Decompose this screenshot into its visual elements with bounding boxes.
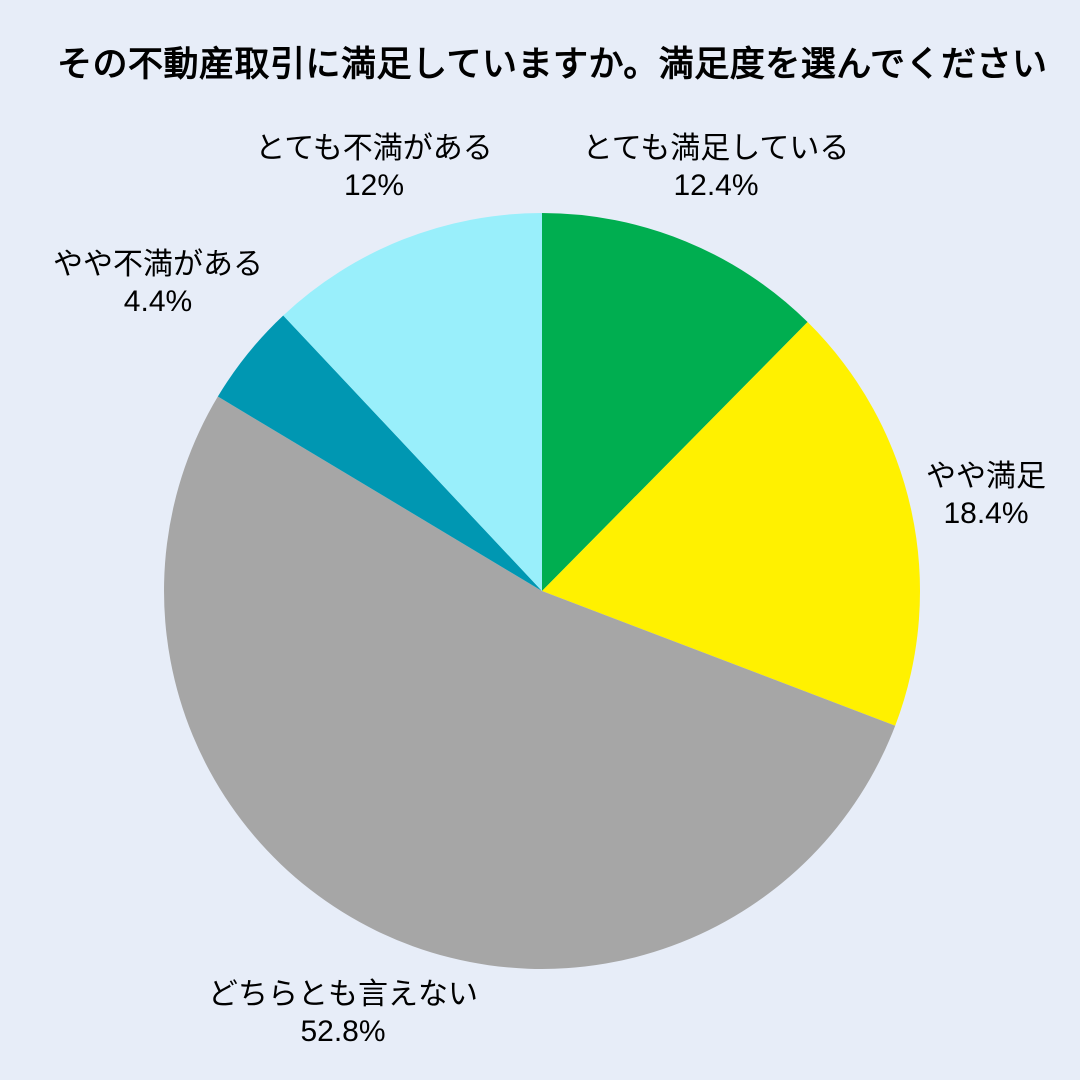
chart-title: その不動産取引に満足していますか。満足度を選んでください (57, 45, 1048, 84)
slice-label-text: どちらとも言えない (208, 978, 478, 1011)
slice-label-somewhat-dissatisfied: やや不満がある 4.4% (53, 246, 263, 320)
pie-slice-3 (164, 396, 896, 969)
slice-label-text: やや不満がある (53, 248, 263, 281)
slice-label-text: やや満足 (926, 460, 1046, 493)
pie-slice-1 (542, 213, 808, 591)
slice-label-value: 12% (343, 169, 405, 202)
slice-label-value: 18.4% (943, 497, 1029, 530)
slice-label-text: とても満足している (582, 132, 850, 165)
slice-label-very-dissatisfied: とても不満がある 12% (255, 130, 493, 204)
slice-label-text: とても不満がある (255, 132, 493, 165)
slice-label-value: 4.4% (123, 285, 193, 318)
slice-label-somewhat-satisfied: やや満足 18.4% (926, 458, 1046, 532)
slice-label-value: 52.8% (300, 1015, 386, 1048)
pie-slice-2 (542, 322, 921, 726)
pie-slice-4 (217, 315, 542, 591)
slice-label-neither: どちらとも言えない 52.8% (208, 976, 478, 1050)
slice-label-value: 12.4% (673, 169, 759, 202)
pie-slice-5 (283, 213, 542, 591)
slice-label-very-satisfied: とても満足している 12.4% (583, 130, 850, 204)
